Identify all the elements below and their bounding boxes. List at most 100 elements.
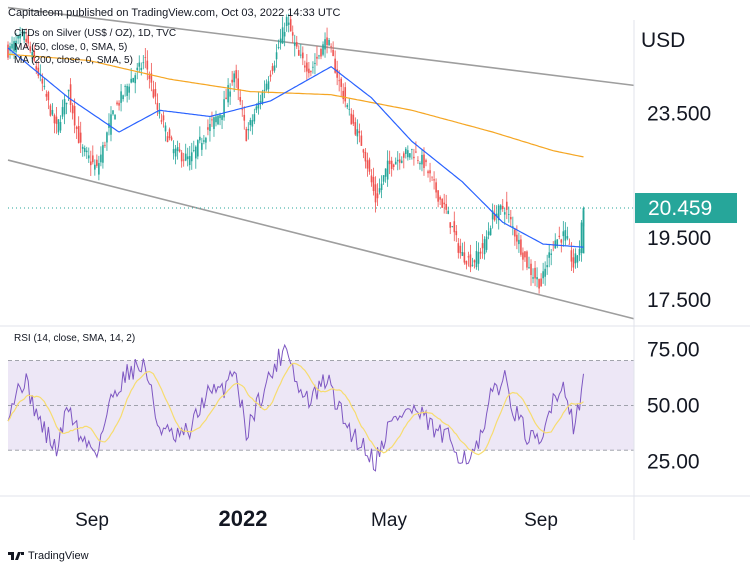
candle-body [172, 149, 175, 154]
candle [566, 226, 569, 241]
candle-body [310, 70, 312, 73]
candle [100, 146, 102, 167]
candle-body [471, 264, 474, 266]
candle-body [441, 199, 443, 208]
candle [394, 157, 397, 165]
candle [510, 209, 512, 227]
candle-body [192, 150, 195, 151]
candle [396, 151, 399, 171]
candle-body [477, 252, 480, 264]
candle-body [364, 151, 367, 162]
candle [25, 28, 27, 49]
candle [366, 152, 369, 177]
candle-body [41, 78, 44, 84]
candle-body [324, 39, 326, 50]
candle-body [576, 255, 579, 263]
candle-body [255, 106, 258, 111]
candle [530, 259, 532, 286]
candle-body [136, 67, 139, 70]
candle-body [51, 109, 54, 115]
candle-body [199, 136, 201, 141]
candle [160, 113, 163, 125]
candle-body [297, 50, 300, 56]
candle-body [356, 129, 359, 137]
candle-body [281, 27, 284, 44]
candle-body [542, 271, 544, 279]
candle-body [510, 216, 512, 220]
candle-body [411, 149, 413, 150]
candle-body [493, 214, 496, 221]
candle-body [61, 107, 64, 117]
candle-body [421, 154, 423, 165]
candle [186, 147, 189, 167]
candle-body [170, 137, 173, 140]
candle-body [390, 160, 393, 169]
candle [126, 83, 128, 103]
candle-body [425, 160, 427, 163]
candle-body [249, 120, 252, 126]
candle-body [532, 277, 534, 279]
candle-body [308, 68, 310, 74]
candle [554, 233, 557, 249]
candle [178, 142, 181, 153]
candle-body [419, 162, 421, 165]
rsi-legend[interactable]: RSI (14, close, SMA, 14, 2) [14, 333, 136, 344]
candle-body [124, 86, 126, 87]
candle [346, 103, 349, 110]
candle-body [447, 210, 450, 214]
candle-body [251, 120, 254, 127]
candle-body [396, 159, 399, 162]
candle-body [271, 66, 274, 72]
candle-body [453, 221, 456, 233]
candle-body [505, 201, 508, 210]
candle-body [522, 252, 524, 260]
candle [69, 78, 72, 113]
footer-brand[interactable]: TradingView [28, 550, 89, 562]
rsi-tick-label: 25.00 [647, 450, 700, 473]
rsi-pane [7, 343, 634, 472]
candle [322, 41, 324, 57]
ma200-line [7, 53, 584, 158]
candle-body [233, 73, 235, 83]
candle-body [102, 145, 104, 163]
candle [459, 238, 462, 259]
rsi-tick-label: 75.00 [647, 338, 700, 361]
ma200-legend[interactable]: MA (200, close, 0, SMA, 5) [14, 55, 133, 66]
candle [188, 146, 191, 171]
symbol-legend[interactable]: CFDs on Silver (US$ / OZ), 1D, TVC [14, 28, 177, 39]
time-tick-label: 2022 [219, 506, 268, 531]
candle [580, 219, 583, 262]
candle [213, 116, 215, 137]
candle-body [7, 44, 9, 58]
candle [306, 54, 308, 81]
candle-body [566, 236, 569, 239]
candle-body [184, 153, 187, 161]
candle [514, 227, 516, 246]
candle-body [219, 114, 221, 119]
candle [150, 62, 153, 92]
candle-body [140, 67, 143, 71]
candle [338, 70, 340, 92]
candle-body [427, 171, 429, 174]
candle-body [536, 277, 538, 280]
candle [253, 108, 256, 125]
candle [320, 47, 322, 60]
ma50-legend[interactable]: MA (50, close, 0, SMA, 5) [14, 41, 128, 53]
candle-body [481, 243, 484, 249]
price-legend: CFDs on Silver (US$ / OZ), 1D, TVC MA (5… [14, 27, 176, 68]
candle [302, 46, 304, 66]
candle [209, 117, 211, 142]
candle-body [152, 89, 155, 98]
candle [548, 244, 550, 268]
candle [53, 113, 56, 134]
candle [118, 100, 120, 111]
candle-body [358, 130, 361, 134]
candle [505, 191, 508, 220]
candle-body [122, 95, 124, 100]
candle [96, 154, 98, 168]
candle [172, 140, 175, 160]
candle [370, 169, 373, 187]
candle [223, 90, 225, 121]
candle-body [437, 190, 439, 202]
candle-body [182, 159, 185, 161]
